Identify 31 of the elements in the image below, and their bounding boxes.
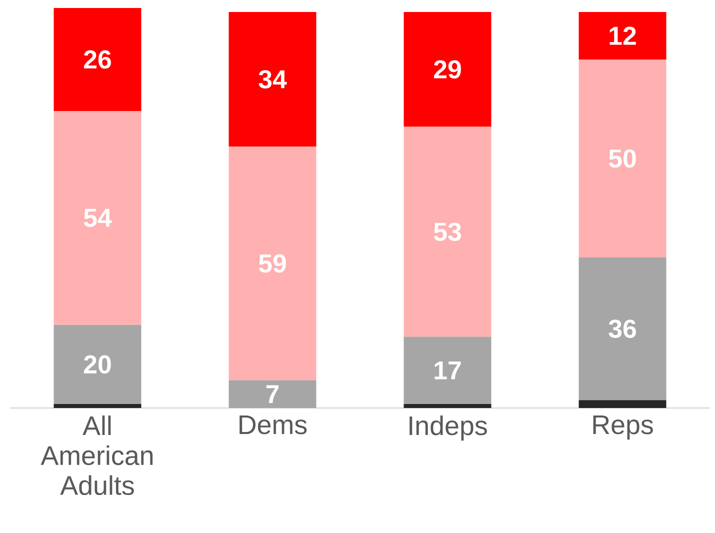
x-tick-label: Reps — [593, 416, 653, 440]
data-label: 17 — [434, 361, 461, 380]
x-tick-label: Indeps — [410, 416, 487, 441]
data-label: 7 — [266, 385, 279, 404]
bar — [404, 336, 492, 404]
bar — [578, 59, 666, 258]
data-label: 50 — [608, 149, 636, 168]
data-label: 12 — [610, 26, 636, 45]
bar — [404, 404, 492, 408]
bar — [228, 380, 316, 408]
bar — [404, 126, 492, 337]
bar — [578, 400, 666, 408]
bar — [578, 258, 666, 400]
bar — [54, 8, 142, 111]
bar — [404, 12, 492, 127]
data-label: 29 — [434, 60, 461, 79]
bar — [228, 12, 316, 147]
data-label: 53 — [434, 222, 461, 241]
data-label: 26 — [84, 50, 111, 69]
data-label: 20 — [84, 355, 111, 374]
data-label: 36 — [608, 320, 636, 338]
data-label: 59 — [258, 254, 286, 273]
x-tick-label: Dems — [240, 416, 307, 434]
bar — [54, 324, 142, 404]
data-label: 34 — [258, 70, 287, 88]
x-tick-label: All American Adults — [40, 416, 153, 496]
bar — [54, 404, 142, 408]
bar — [54, 110, 142, 325]
data-label: 54 — [84, 208, 112, 227]
bar — [578, 12, 666, 60]
bar — [228, 146, 316, 380]
